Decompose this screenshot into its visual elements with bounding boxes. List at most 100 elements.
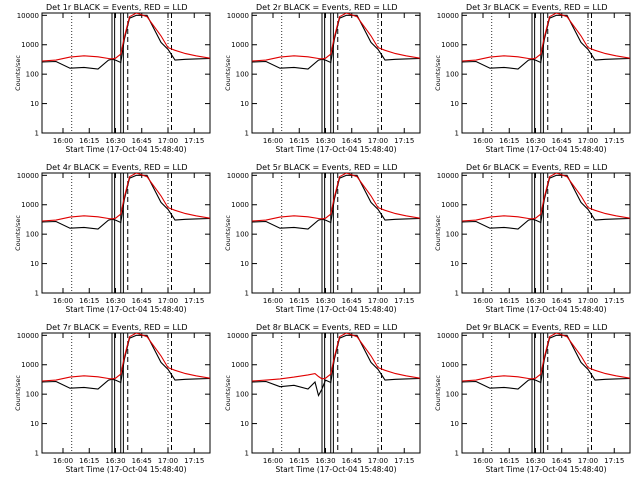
x-tick-label: 16:30	[315, 297, 335, 305]
x-tick-label: 16:15	[289, 297, 309, 305]
y-axis-label: Counts/sec	[224, 375, 232, 411]
y-tick-label: 10000	[17, 332, 39, 340]
panel-title: Det 9r BLACK = Events, RED = LLD	[466, 323, 608, 332]
panel-title: Det 7r BLACK = Events, RED = LLD	[46, 323, 188, 332]
events-series-line	[462, 334, 630, 390]
y-tick-label: 1	[455, 450, 459, 458]
plot-frame	[461, 332, 631, 454]
detector-panel: Det 8r BLACK = Events, RED = LLD 1 10 100 10…	[224, 323, 421, 474]
lld-series-line	[462, 173, 630, 222]
y-tick-label: 10000	[437, 12, 459, 20]
x-tick-label: 17:15	[604, 457, 624, 465]
y-tick-label: 100	[26, 71, 39, 79]
y-tick-label: 1000	[21, 361, 39, 369]
x-tick-label: 17:00	[368, 297, 388, 305]
x-tick-label: 16:45	[132, 457, 152, 465]
y-axis-label: Counts/sec	[14, 375, 22, 411]
y-axis-label: Counts/sec	[434, 215, 442, 251]
y-tick-label: 10000	[227, 12, 249, 20]
x-tick-label: 16:30	[105, 137, 125, 145]
events-series-line	[252, 14, 420, 70]
y-tick-label: 1000	[231, 361, 249, 369]
plot-frame	[461, 12, 631, 134]
x-tick-label: 16:00	[263, 137, 283, 145]
lld-series-line	[462, 13, 630, 62]
x-tick-label: 16:15	[79, 297, 99, 305]
x-axis-label: Start Time (17-Oct-04 15:48:40)	[485, 465, 606, 474]
detector-panel: Det 4r BLACK = Events, RED = LLD 1 10 100 10…	[14, 163, 211, 314]
panel-title: Det 8r BLACK = Events, RED = LLD	[256, 323, 398, 332]
x-tick-label: 16:00	[263, 297, 283, 305]
x-axis-label: Start Time (17-Oct-04 15:48:40)	[485, 305, 606, 314]
events-series-line	[42, 14, 210, 70]
x-tick-label: 17:00	[368, 137, 388, 145]
y-tick-label: 10000	[17, 172, 39, 180]
plot-frame	[41, 172, 211, 294]
y-tick-label: 1000	[231, 41, 249, 49]
x-axis-label: Start Time (17-Oct-04 15:48:40)	[65, 145, 186, 154]
x-tick-label: 16:30	[315, 457, 335, 465]
x-tick-label: 16:00	[53, 297, 73, 305]
x-tick-label: 16:00	[473, 137, 493, 145]
y-tick-label: 10000	[227, 332, 249, 340]
plot-frame	[251, 12, 421, 134]
x-tick-label: 17:00	[578, 457, 598, 465]
y-axis-label: Counts/sec	[434, 55, 442, 91]
x-tick-label: 16:15	[499, 297, 519, 305]
y-tick-label: 1000	[441, 361, 459, 369]
lld-series-line	[252, 173, 420, 222]
x-tick-label: 17:15	[184, 297, 204, 305]
x-tick-label: 16:30	[315, 137, 335, 145]
y-tick-label: 1000	[441, 201, 459, 209]
y-tick-label: 10	[450, 100, 459, 108]
y-tick-label: 100	[446, 231, 459, 239]
events-series-line	[462, 174, 630, 230]
y-tick-label: 10	[30, 260, 39, 268]
x-tick-label: 17:15	[604, 297, 624, 305]
x-axis-label: Start Time (17-Oct-04 15:48:40)	[485, 145, 606, 154]
events-series-line	[42, 174, 210, 230]
plot-frame	[41, 12, 211, 134]
x-tick-label: 16:00	[473, 297, 493, 305]
y-tick-label: 1000	[21, 201, 39, 209]
y-tick-label: 10	[450, 420, 459, 428]
x-tick-label: 16:45	[552, 457, 572, 465]
detector-panel: Det 1r BLACK = Events, RED = LLD 1 10 100 10…	[14, 3, 211, 154]
y-tick-label: 100	[236, 71, 249, 79]
x-tick-label: 16:15	[499, 457, 519, 465]
y-tick-label: 10	[30, 100, 39, 108]
lld-series-line	[42, 13, 210, 62]
x-tick-label: 16:30	[525, 297, 545, 305]
detector-panel: Det 5r BLACK = Events, RED = LLD 1 10 100 10…	[224, 163, 421, 314]
x-tick-label: 17:15	[184, 457, 204, 465]
x-tick-label: 17:00	[578, 297, 598, 305]
y-tick-label: 10000	[437, 332, 459, 340]
x-tick-label: 17:15	[394, 457, 414, 465]
x-tick-label: 16:45	[552, 297, 572, 305]
y-tick-label: 100	[446, 71, 459, 79]
panel-title: Det 6r BLACK = Events, RED = LLD	[466, 163, 608, 172]
x-tick-label: 16:15	[79, 457, 99, 465]
y-tick-label: 10000	[227, 172, 249, 180]
x-tick-label: 17:00	[158, 297, 178, 305]
x-tick-label: 16:15	[79, 137, 99, 145]
x-tick-label: 16:45	[132, 297, 152, 305]
events-series-line	[42, 334, 210, 390]
panel-title: Det 1r BLACK = Events, RED = LLD	[46, 3, 188, 12]
y-tick-label: 1	[245, 290, 249, 298]
x-tick-label: 17:15	[184, 137, 204, 145]
x-tick-label: 16:45	[132, 137, 152, 145]
x-tick-label: 16:45	[342, 457, 362, 465]
y-tick-label: 1000	[441, 41, 459, 49]
y-tick-label: 1	[455, 130, 459, 138]
y-axis-label: Counts/sec	[14, 55, 22, 91]
lld-series-line	[252, 13, 420, 62]
panel-title: Det 5r BLACK = Events, RED = LLD	[256, 163, 398, 172]
x-tick-label: 17:00	[578, 137, 598, 145]
x-tick-label: 16:45	[552, 137, 572, 145]
x-tick-label: 17:00	[368, 457, 388, 465]
lld-series-line	[462, 333, 630, 382]
y-axis-label: Counts/sec	[224, 55, 232, 91]
lld-series-line	[42, 333, 210, 382]
